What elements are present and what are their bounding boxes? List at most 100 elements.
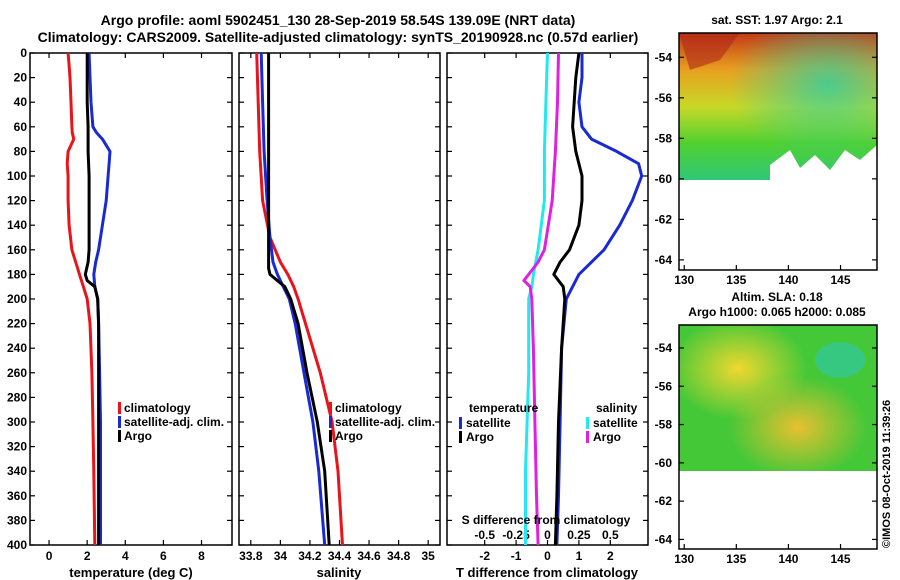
- series-line-s-satellite: [524, 52, 549, 545]
- map-lat-label: -62: [655, 212, 673, 226]
- map-lat-label: -56: [655, 91, 673, 105]
- map-lat-label: -54: [655, 50, 673, 64]
- legend-label: Argo: [593, 430, 621, 444]
- legend-label: satellite-adj. clim.: [124, 415, 224, 429]
- t-difference-xlabel: T difference from climatology: [456, 565, 639, 580]
- s-difference-axis: -0.5 -0.25 0 0.25 0.5: [474, 528, 619, 542]
- series-line-climatology: [65, 52, 97, 546]
- legend-title-temperature: temperature: [469, 401, 539, 415]
- legend-swatch: [329, 416, 332, 428]
- sst-map-title: sat. SST: 1.97 Argo: 2.1: [711, 13, 843, 27]
- series-line-t-argo: [552, 52, 584, 546]
- sla-map-frame: [678, 324, 878, 550]
- x-tick-label: 33.8: [239, 549, 263, 563]
- salinity-x-axis: 33.8 34 34.2 34.4 34.6 34.8 35: [239, 53, 435, 563]
- depth-tick-label: 160: [7, 243, 27, 257]
- depth-tick-label: 80: [14, 144, 28, 158]
- depth-tick-label: 60: [14, 120, 28, 134]
- map-lon-label: 140: [778, 552, 798, 566]
- x-tick-label: 0: [46, 549, 53, 563]
- map-lat-label: -56: [655, 379, 673, 393]
- legend-swatch: [118, 402, 121, 414]
- legend-swatch: [586, 417, 589, 429]
- legend-label: climatology: [335, 401, 402, 415]
- x-tick-label: 34.4: [328, 549, 352, 563]
- s-tick-label: -0.25: [502, 528, 530, 542]
- figure-title-line1: Argo profile: aoml 5902451_130 28-Sep-20…: [101, 12, 576, 28]
- series-line-s-argo: [522, 52, 560, 546]
- temperature-series: [65, 52, 112, 546]
- map-lat-label: -64: [655, 532, 673, 546]
- x-tick-label: 34: [274, 549, 288, 563]
- legend-swatch: [459, 431, 462, 443]
- legend-label: satellite: [593, 416, 638, 430]
- sst-map-panel: sat. SST: 1.97 Argo: 2.1 -54 -56 -58 -60 -62…: [655, 13, 878, 287]
- x-tick-label: 1: [576, 549, 583, 563]
- legend-title-salinity: salinity: [596, 401, 638, 415]
- depth-axis: 0 20 40 60 80 100 120 140 160 180 200 220 240 260 280 3…: [7, 46, 27, 552]
- depth-tick-label: 200: [7, 292, 27, 306]
- series-line-satellite-adj-clim-: [259, 52, 327, 546]
- s-tick-label: 0.5: [602, 528, 619, 542]
- x-tick-label: -1: [511, 549, 522, 563]
- map-lon-label: 130: [674, 273, 694, 287]
- depth-tick-label: 140: [7, 218, 27, 232]
- map-lat-label: -58: [655, 131, 673, 145]
- depth-tick-label: 400: [7, 538, 27, 552]
- x-tick-label: 2: [607, 549, 614, 563]
- sla-low-patch: [815, 342, 865, 378]
- legend-swatch: [329, 402, 332, 414]
- depth-tick-label: 120: [7, 194, 27, 208]
- sla-no-data: [679, 471, 877, 549]
- legend-label: Argo: [124, 429, 152, 443]
- map-lat-label: -62: [655, 494, 673, 508]
- map-lon-label: 130: [674, 552, 694, 566]
- legend-swatch: [118, 430, 121, 442]
- map-lat-label: -54: [655, 341, 673, 355]
- x-tick-label: 0: [544, 549, 551, 563]
- legend-label: Argo: [466, 430, 494, 444]
- series-line-argo: [267, 53, 331, 546]
- legend-swatch: [459, 417, 462, 429]
- depth-tick-label: 340: [7, 464, 27, 478]
- map-lon-label: 135: [726, 552, 746, 566]
- map-lat-label: -64: [655, 253, 673, 267]
- temperature-x-axis: 0 2 4 6 8: [46, 53, 205, 563]
- sst-ice-mask: [770, 145, 877, 180]
- difference-series: [522, 52, 644, 546]
- x-tick-label: -2: [479, 549, 490, 563]
- depth-tick-label: 220: [7, 317, 27, 331]
- map-lon-label: 140: [778, 273, 798, 287]
- legend-swatch: [118, 416, 121, 428]
- depth-tick-label: 100: [7, 169, 27, 183]
- s-tick-label: -0.5: [474, 528, 495, 542]
- map-lon-label: 145: [831, 552, 851, 566]
- temperature-panel: 0204060801001201401601802002202402602803…: [7, 46, 233, 580]
- salinity-xlabel: salinity: [317, 565, 363, 580]
- sla-map-title-line2: Argo h1000: 0.065 h2000: 0.085: [688, 305, 866, 319]
- sla-map-title-line1: Altim. SLA: 0.18: [731, 290, 823, 304]
- legend-label: satellite: [466, 416, 511, 430]
- legend-label: satellite-adj. clim.: [335, 415, 435, 429]
- footer-credit: ©IMOS 08-Oct-2019 11:39:26: [881, 400, 893, 548]
- depth-tick-label: 180: [7, 267, 27, 281]
- figure-title-line2: Climatology: CARS2009. Satellite-adjuste…: [38, 29, 639, 45]
- x-tick-label: 34.6: [357, 549, 381, 563]
- x-tick-label: 34.8: [387, 549, 411, 563]
- series-line-argo: [83, 53, 101, 545]
- salinity-plot-frame: [238, 52, 441, 546]
- difference-legend: temperature salinitysatelliteArgosatellit…: [459, 401, 638, 444]
- s-tick-label: 0: [544, 528, 551, 542]
- legend-swatch: [586, 431, 589, 443]
- x-tick-label: 34.2: [298, 549, 322, 563]
- s-difference-label: S difference from climatology: [462, 513, 631, 527]
- depth-tick-label: 40: [14, 95, 28, 109]
- map-lon-label: 135: [726, 273, 746, 287]
- sst-no-data: [679, 180, 877, 270]
- difference-panel: -2 -1 0 1 2 -0.5 -0.25 0 0.25 0.5 temperature sal…: [446, 52, 649, 580]
